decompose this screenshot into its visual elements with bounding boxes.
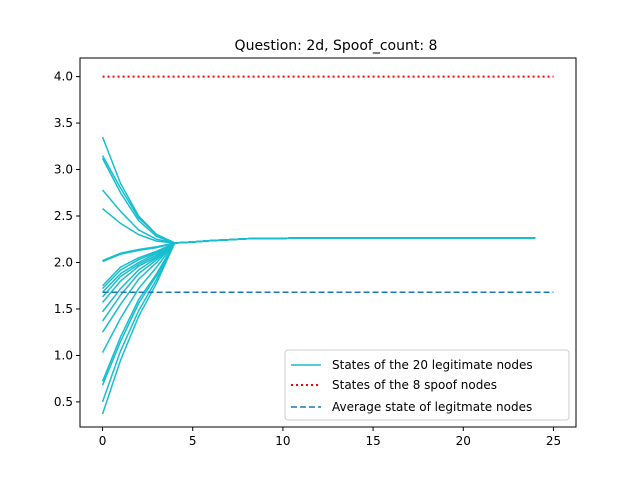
- plot-lines: [101, 75, 554, 415]
- x-tick-label: 15: [365, 434, 380, 448]
- legend: States of the 20 legitimate nodes States…: [284, 349, 570, 421]
- series-line-legitimate-20: [101, 237, 536, 415]
- y-tick-label: 1.0: [54, 348, 73, 362]
- plot-frame: [79, 57, 577, 428]
- y-tick-label: 3.5: [54, 116, 73, 130]
- y-axis: 0.5 1.0 1.5 2.0 2.5 3.0 3.5 4.0: [54, 70, 80, 409]
- legend-box: [284, 349, 570, 421]
- x-tick-label: 10: [275, 434, 290, 448]
- y-tick-label: 2.5: [54, 209, 73, 223]
- chart-title: Question: 2d, Spoof_count: 8: [235, 38, 438, 54]
- legend-label-average: Average state of legitmate nodes: [332, 400, 532, 414]
- x-tick-label: 0: [99, 434, 107, 448]
- legend-label-spoof: States of the 8 spoof nodes: [332, 378, 497, 392]
- y-tick-label: 1.5: [54, 302, 73, 316]
- legend-label-legitimate: States of the 20 legitimate nodes: [332, 358, 533, 372]
- x-tick-label: 20: [456, 434, 471, 448]
- y-tick-label: 0.5: [54, 395, 73, 409]
- x-tick-label: 5: [189, 434, 197, 448]
- x-axis: 0 5 10 15 20 25: [99, 427, 561, 448]
- y-tick-label: 4.0: [54, 70, 73, 84]
- y-tick-label: 2.0: [54, 255, 73, 269]
- x-tick-label: 25: [546, 434, 561, 448]
- y-tick-label: 3.0: [54, 163, 73, 177]
